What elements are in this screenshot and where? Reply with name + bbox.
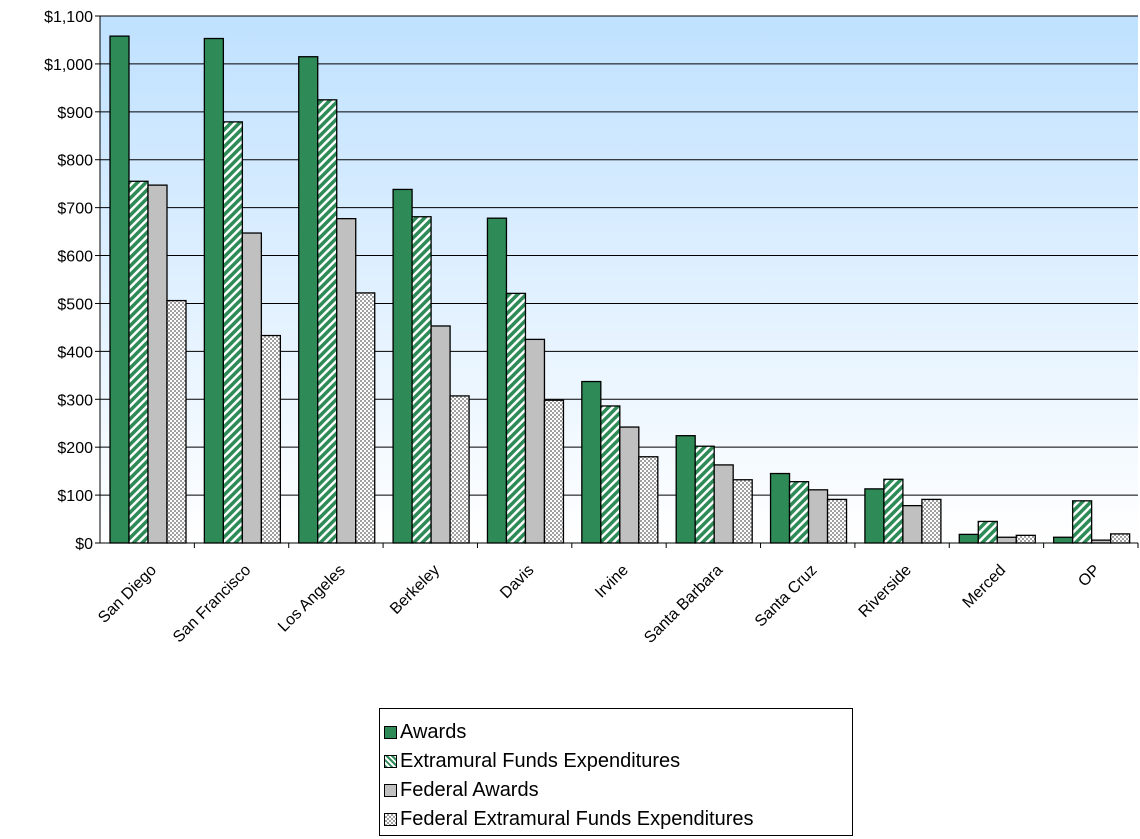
bar-0-7	[769, 472, 791, 544]
bar-1-10	[1071, 500, 1093, 544]
x-tick-label: Santa Cruz	[752, 562, 821, 631]
bar-2-1	[241, 232, 263, 544]
y-tick-label: $100	[57, 488, 93, 505]
y-tick-label: $0	[75, 536, 93, 553]
bar-0-0	[109, 35, 130, 544]
bar-2-9	[996, 536, 1017, 544]
bar-3-0	[166, 299, 187, 544]
bar-2-7	[807, 489, 829, 544]
y-tick-label: $200	[57, 440, 93, 457]
bar-3-2	[355, 292, 376, 544]
axes	[95, 15, 1139, 548]
y-tick-labels: $0 $100 $200 $300 $400 $500 $600 $700 $800 $900 $1…	[44, 9, 93, 553]
bar-0-5	[581, 380, 602, 544]
bar-1-3	[411, 216, 432, 544]
bar-0-8	[864, 488, 885, 544]
bar-3-6	[732, 479, 753, 544]
y-tick-label: $1,100	[44, 9, 93, 26]
bar-1-0	[128, 180, 149, 544]
legend-label: Awards	[400, 720, 467, 743]
bar-2-6	[713, 464, 734, 544]
bar-3-10	[1109, 533, 1131, 544]
legend-item-extramural: Extramural Funds Expenditures	[384, 747, 680, 775]
y-tick-label: $400	[57, 344, 93, 361]
bar-0-10	[1052, 536, 1074, 544]
y-tick-label: $700	[57, 201, 93, 218]
bar-1-8	[883, 478, 904, 544]
bar-3-3	[449, 395, 470, 544]
y-tick-label: $600	[57, 249, 93, 266]
y-tick-label: $900	[57, 105, 93, 122]
bar-3-8	[921, 498, 942, 544]
bar-1-1	[222, 121, 244, 544]
bar-0-9	[958, 533, 979, 544]
bar-0-1	[203, 37, 225, 544]
legend-item-awards: Awards	[384, 718, 466, 746]
bar-1-2	[317, 99, 338, 544]
bar-2-4	[524, 338, 546, 544]
x-tick-label: San Francisco	[170, 562, 254, 646]
bar-0-3	[392, 188, 413, 544]
x-tick-label: Davis	[497, 562, 537, 602]
legend-swatch-striped-green	[384, 754, 397, 768]
y-tick-label: $800	[57, 153, 93, 170]
x-tick-label: Irvine	[592, 562, 632, 602]
bar-1-4	[505, 292, 527, 544]
bar-1-9	[977, 520, 998, 544]
bar-0-2	[298, 56, 319, 544]
bar-3-1	[260, 334, 282, 544]
y-tick-label: $1,000	[44, 57, 93, 74]
bar-1-5	[600, 405, 621, 544]
x-tick-label: Berkeley	[387, 562, 443, 618]
legend-label: Federal Extramural Funds Expenditures	[400, 807, 754, 830]
bar-2-5	[619, 426, 640, 544]
bar-3-9	[1015, 534, 1036, 544]
bar-3-7	[826, 498, 848, 544]
x-tick-label: Riverside	[856, 562, 915, 621]
legend-label: Extramural Funds Expenditures	[400, 749, 681, 772]
legend-swatch-solid-green	[384, 725, 397, 739]
bar-2-3	[430, 325, 451, 544]
legend: Awards Extramural Funds Expenditures Fed…	[379, 708, 853, 836]
legend-label: Federal Awards	[400, 778, 539, 801]
legend-swatch-solid-gray	[384, 783, 397, 797]
legend-item-federal-awards: Federal Awards	[384, 776, 539, 804]
x-tick-labels: San Diego San Francisco Los Angeles Berkele…	[95, 562, 1103, 647]
bar-2-8	[902, 504, 923, 544]
x-tick-label: San Diego	[95, 562, 160, 627]
bar-1-6	[694, 445, 715, 544]
x-tick-label: OP	[1075, 562, 1103, 590]
bar-3-5	[638, 456, 659, 544]
bar-2-2	[336, 218, 357, 544]
y-tick-label: $300	[57, 392, 93, 409]
x-tick-label: Santa Barbara	[641, 562, 726, 647]
bar-2-0	[147, 184, 168, 544]
legend-item-federal-extramural: Federal Extramural Funds Expenditures	[384, 805, 754, 833]
y-tick-label: $500	[57, 296, 93, 313]
bar-0-6	[675, 435, 696, 544]
x-tick-label: Merced	[960, 562, 1010, 612]
legend-swatch-dotted-gray	[384, 812, 397, 826]
x-tick-label: Los Angeles	[275, 562, 349, 636]
bar-1-7	[788, 481, 810, 544]
bar-3-4	[543, 399, 565, 544]
bar-0-4	[486, 217, 508, 544]
